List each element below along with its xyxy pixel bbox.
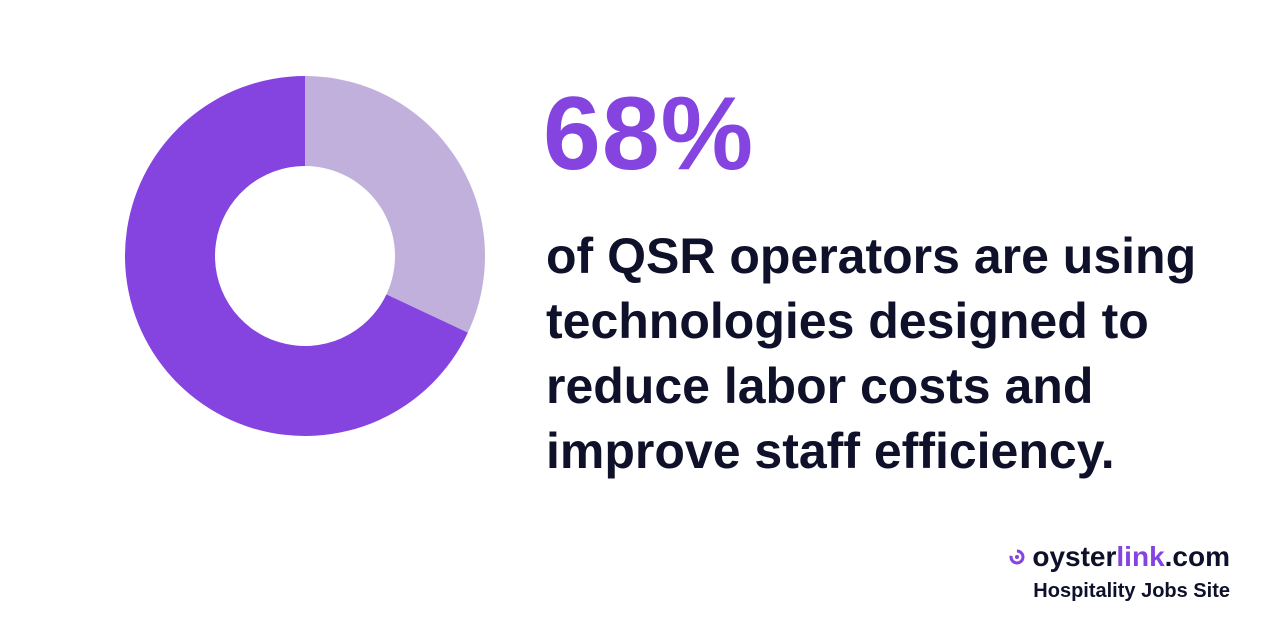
stat-description-line-3: reduce labor costs and xyxy=(546,358,1094,414)
stat-description-line-4: improve staff efficiency. xyxy=(546,423,1115,479)
stat-description: of QSR operators are using technologies … xyxy=(546,224,1246,484)
donut-slice-secondary xyxy=(305,76,485,333)
brand-block: oyster link .com Hospitality Jobs Site xyxy=(1008,540,1230,604)
oyster-swirl-icon xyxy=(1009,549,1025,565)
brand-name-link: link xyxy=(1116,541,1165,572)
stat-description-line-1: of QSR operators are using xyxy=(546,228,1197,284)
brand-name-domain: .com xyxy=(1164,541,1230,572)
stat-description-line-2: technologies designed to xyxy=(546,293,1149,349)
donut-slice-primary xyxy=(125,76,468,436)
brand-logo: oyster link .com xyxy=(1008,540,1230,574)
brand-name-oyster: oyster xyxy=(1032,541,1117,572)
stat-value: 68% xyxy=(543,76,755,192)
brand-tagline: Hospitality Jobs Site xyxy=(1033,580,1230,602)
